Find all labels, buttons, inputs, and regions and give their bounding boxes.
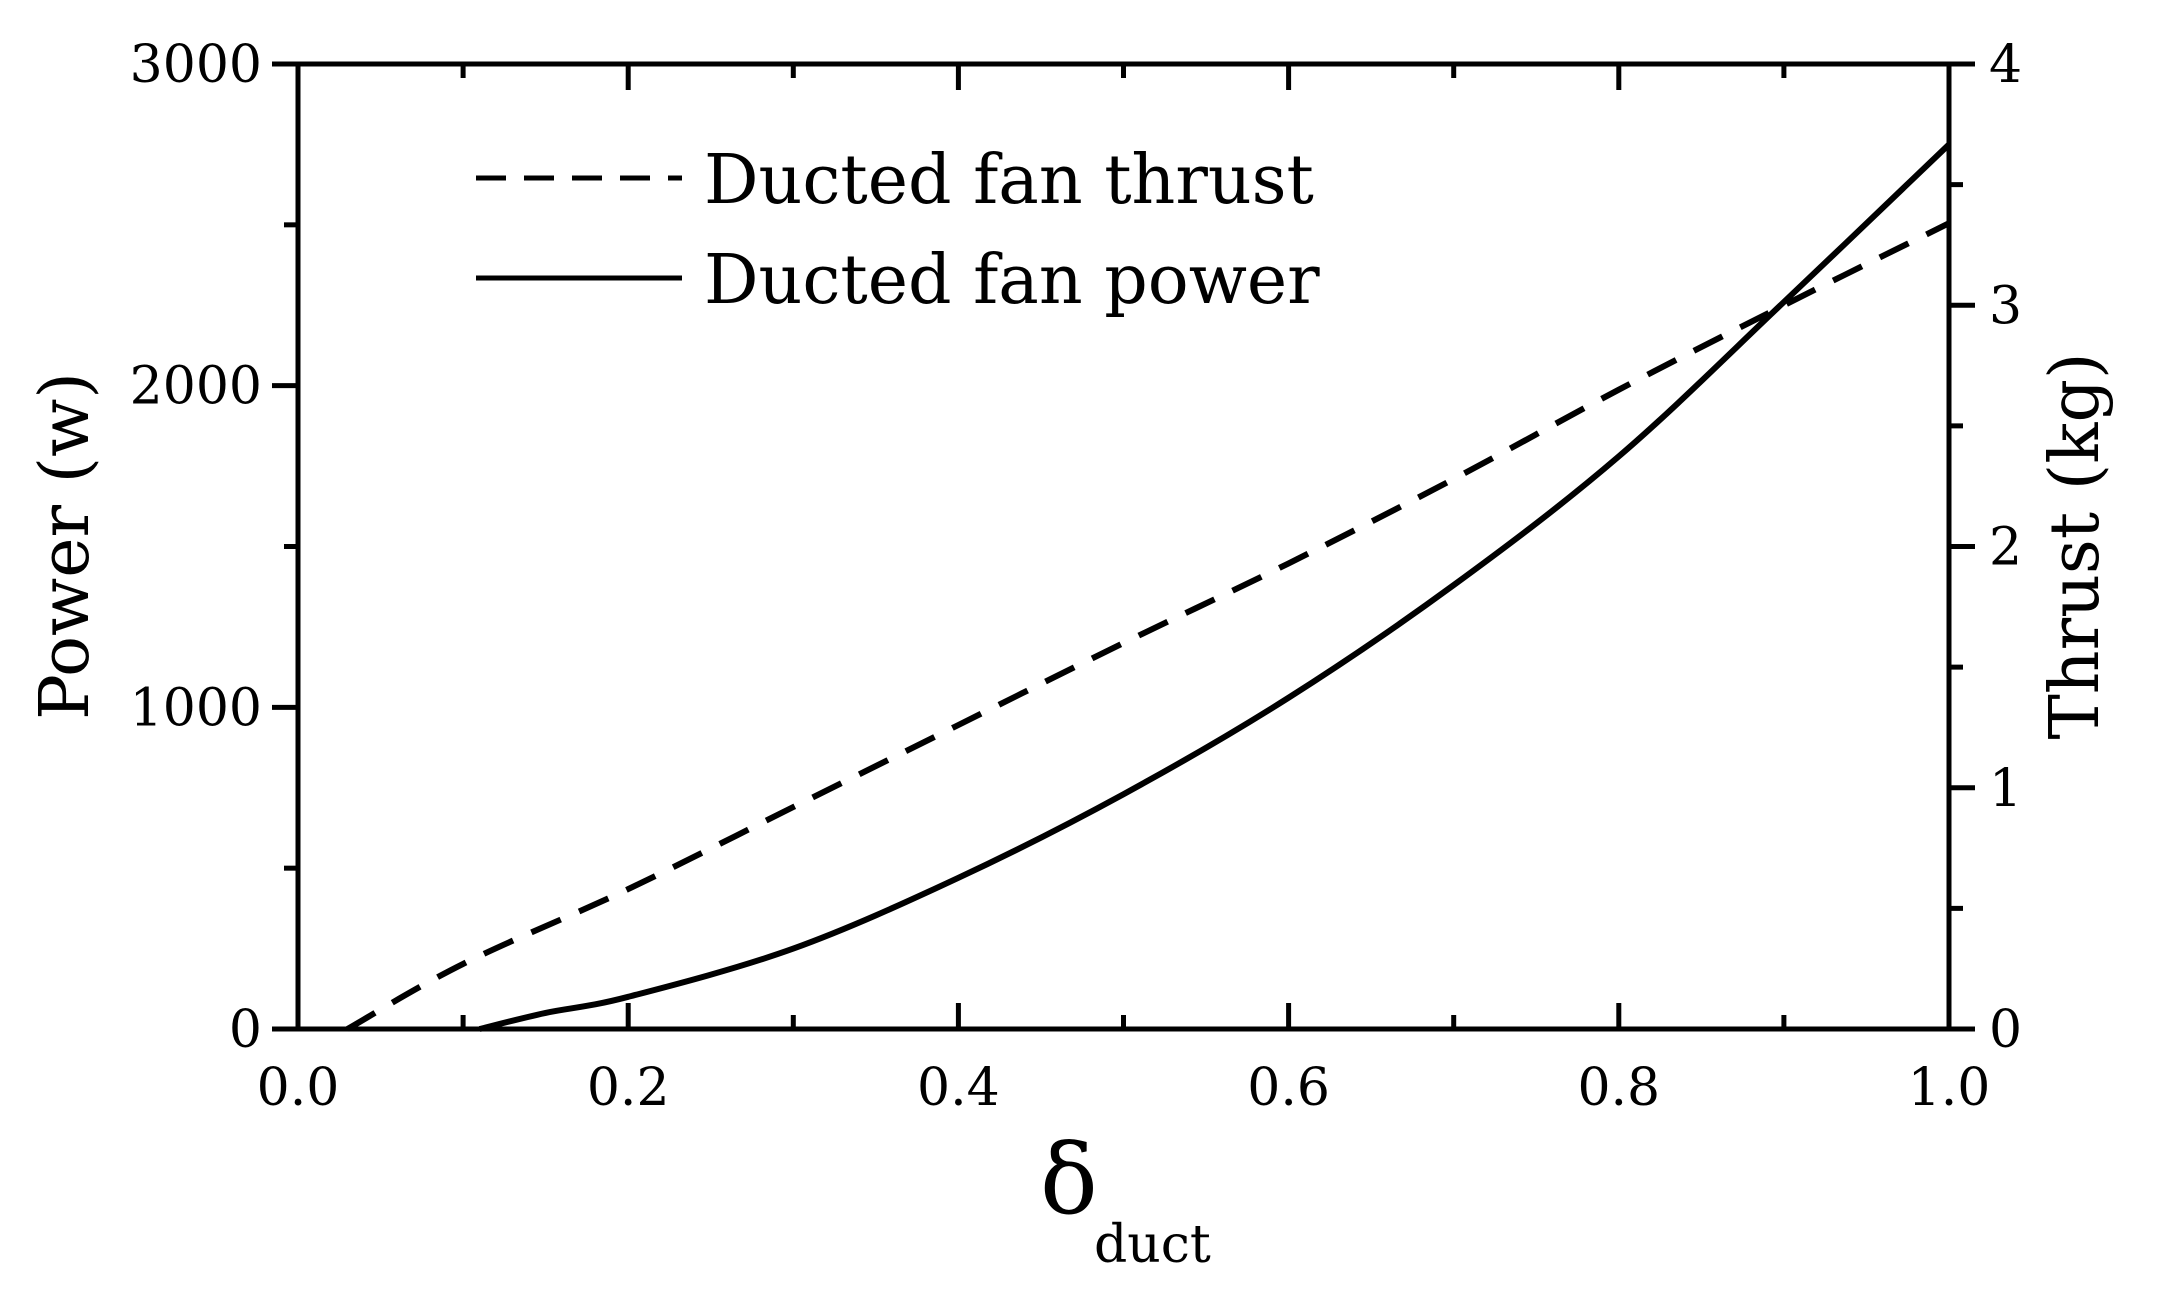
y-left-tick-label: 3000 — [130, 35, 262, 95]
x-tick-label: 0.2 — [587, 1058, 670, 1118]
y-right-axis-title: Thrust (kg) — [2036, 352, 2115, 739]
legend: Ducted fan thrust Ducted fan power — [476, 141, 1320, 320]
y-left-tick-label: 2000 — [130, 357, 262, 417]
x-tick-label: 1.0 — [1908, 1058, 1991, 1118]
y-right-tick-label: 3 — [1989, 276, 2022, 336]
x-axis-symbol: δ — [1040, 1124, 1098, 1236]
y-right-tick-label: 1 — [1989, 759, 2022, 819]
series-layer — [346, 142, 1952, 1032]
y-left-tick-label: 0 — [229, 1000, 262, 1060]
x-tick-label: 0.6 — [1247, 1058, 1330, 1118]
ticks-layer — [272, 61, 1975, 1032]
y-right-tick-label: 4 — [1989, 35, 2022, 95]
legend-label-thrust: Ducted fan thrust — [704, 141, 1314, 220]
y-right-tick-label: 0 — [1989, 1000, 2022, 1060]
x-tick-label: 0.4 — [917, 1058, 1000, 1118]
x-axis-subscript: duct — [1094, 1215, 1211, 1275]
x-axis-title: δ — [1040, 1124, 1098, 1236]
y-left-tick-label: 1000 — [130, 678, 262, 738]
y-right-tick-label: 2 — [1989, 518, 2022, 578]
series-line-power — [478, 142, 1952, 1032]
y-left-axis-title: Power (w) — [26, 372, 105, 720]
legend-label-power: Ducted fan power — [704, 241, 1320, 320]
x-tick-label: 0.8 — [1577, 1058, 1660, 1118]
series-line-thrust — [346, 220, 1951, 1032]
x-tick-label: 0.0 — [257, 1058, 340, 1118]
